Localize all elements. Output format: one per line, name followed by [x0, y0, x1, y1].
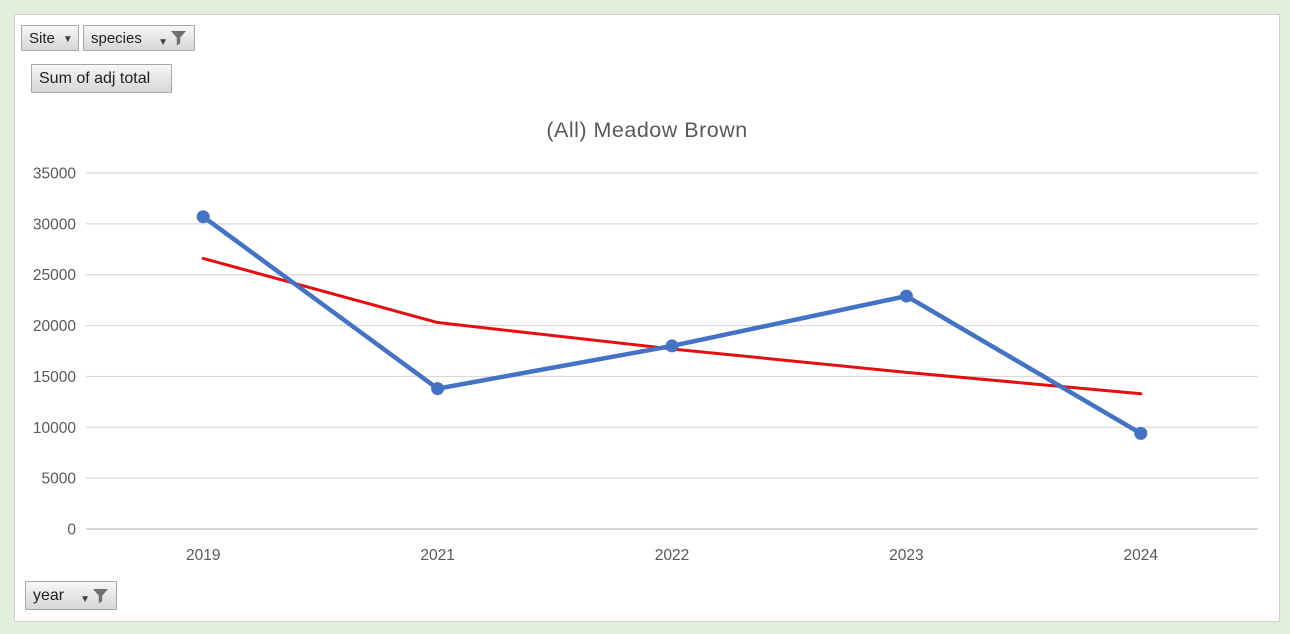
- pivot-chart-card: Site ▼ species ▼ Sum of adj total year ▼…: [14, 14, 1280, 622]
- data-point-marker[interactable]: [665, 339, 679, 353]
- chart-title[interactable]: (All) Meadow Brown: [546, 118, 748, 142]
- x-axis-tick-label: 2023: [889, 547, 923, 564]
- data-point-marker[interactable]: [196, 210, 210, 224]
- y-axis-tick-label: 10000: [33, 420, 76, 437]
- data-point-marker[interactable]: [1134, 426, 1148, 440]
- year-button-label: year: [33, 586, 65, 604]
- data-point-marker[interactable]: [899, 289, 913, 303]
- chevron-down-icon: ▼: [158, 36, 168, 48]
- pivot-chart-plot-area[interactable]: 0 5000 10000 15000 20000 25000 30000 35000 2019 2…: [15, 15, 1279, 621]
- data-point-marker[interactable]: [431, 382, 445, 396]
- pivot-field-button-value[interactable]: Sum of adj total: [31, 64, 172, 93]
- filter-funnel-icon: [93, 588, 108, 603]
- y-axis-tick-label: 25000: [33, 267, 76, 284]
- y-axis-tick-label: 15000: [33, 369, 76, 386]
- y-axis-tick-label: 35000: [33, 166, 76, 183]
- x-axis-tick-label: 2024: [1124, 547, 1159, 564]
- y-axis-tick-label: 20000: [33, 318, 76, 335]
- x-axis-tick-label: 2021: [420, 547, 454, 564]
- y-axis-tick-label: 30000: [33, 216, 76, 233]
- chevron-down-icon: ▼: [62, 33, 73, 45]
- pivot-field-button-site[interactable]: Site ▼: [21, 25, 79, 51]
- y-axis-tick-label: 5000: [42, 471, 77, 488]
- pivot-field-button-species[interactable]: species ▼: [83, 25, 195, 51]
- x-axis-tick-label: 2019: [186, 547, 220, 564]
- species-button-label: species: [91, 29, 142, 47]
- x-axis-tick-label: 2022: [655, 547, 689, 564]
- chevron-down-icon: ▼: [80, 594, 90, 605]
- value-button-label: Sum of adj total: [39, 69, 151, 87]
- y-axis-tick-label: 0: [67, 522, 76, 539]
- pivot-field-button-year[interactable]: year ▼: [25, 581, 117, 610]
- filter-funnel-icon: [171, 31, 186, 46]
- site-button-label: Site: [29, 29, 55, 47]
